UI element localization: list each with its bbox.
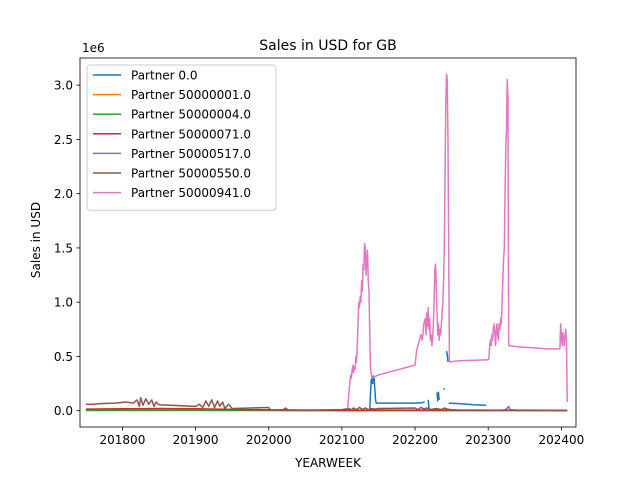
y-tick-label: 0.5 bbox=[54, 350, 73, 364]
x-tick-label: 202400 bbox=[538, 433, 584, 447]
x-tick-label: 202000 bbox=[246, 433, 292, 447]
y-tick-label: 3.0 bbox=[54, 79, 73, 93]
y-tick-label: 0.0 bbox=[54, 404, 73, 418]
series-line-0-segment-5 bbox=[448, 402, 487, 407]
series-line-6-segment-0 bbox=[347, 73, 568, 409]
x-tick-label: 202300 bbox=[465, 433, 511, 447]
axes-frame bbox=[79, 57, 577, 428]
plot-area bbox=[85, 73, 568, 412]
y-tick-label: 2.0 bbox=[54, 187, 73, 201]
legend-label: Partner 0.0 bbox=[131, 69, 198, 83]
legend-box bbox=[86, 64, 277, 211]
series-line-5-segment-0 bbox=[85, 396, 568, 412]
x-tick-label: 202100 bbox=[319, 433, 365, 447]
legend-label: Partner 50000550.0 bbox=[131, 167, 251, 181]
y-axis-label: Sales in USD bbox=[29, 202, 43, 278]
legend-label: Partner 50000517.0 bbox=[131, 147, 251, 161]
x-tick-label: 201800 bbox=[100, 433, 146, 447]
x-axis-label: YEARWEEK bbox=[294, 456, 362, 470]
x-tick-label: 201900 bbox=[173, 433, 219, 447]
legend-label: Partner 50000004.0 bbox=[131, 108, 251, 122]
series-line-0-segment-2 bbox=[436, 391, 440, 402]
legend-label: Partner 50000071.0 bbox=[131, 127, 251, 141]
chart-title: Sales in USD for GB bbox=[259, 38, 396, 54]
y-offset-label: 1e6 bbox=[82, 41, 105, 55]
series-line-0-segment-0 bbox=[368, 375, 425, 411]
legend: Partner 0.0 Partner 50000001.0 Partner 500… bbox=[86, 64, 277, 211]
legend-label: Partner 50000001.0 bbox=[131, 88, 251, 102]
series-line-0-segment-4 bbox=[445, 350, 449, 362]
y-tick-label: 1.0 bbox=[54, 296, 73, 310]
y-tick-label: 1.5 bbox=[54, 241, 73, 255]
y-tick-label: 2.5 bbox=[54, 133, 73, 147]
axes: 201800 201900 202000 202100 202200 202300 2024… bbox=[54, 57, 584, 447]
legend-label: Partner 50000941.0 bbox=[131, 186, 251, 200]
x-tick-label: 202200 bbox=[392, 433, 438, 447]
